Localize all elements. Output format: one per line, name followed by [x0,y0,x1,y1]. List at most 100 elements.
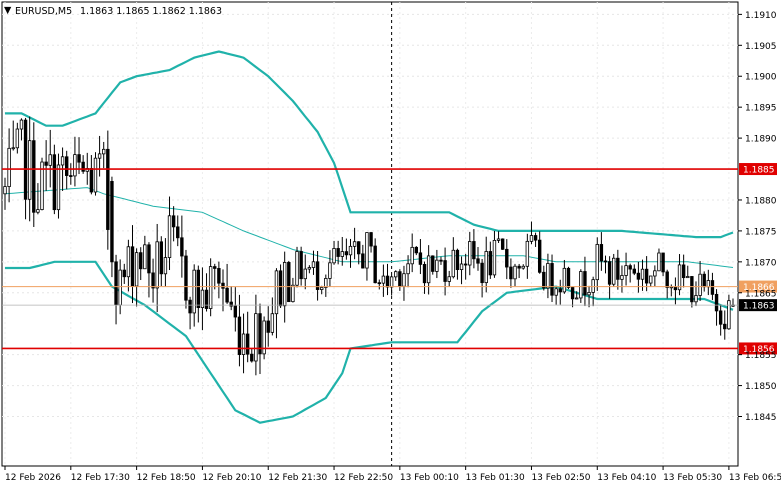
candle[interactable] [352,227,357,260]
candle[interactable] [188,296,192,330]
candle[interactable] [661,252,665,277]
candle[interactable] [694,281,698,307]
candle[interactable] [291,277,295,303]
candle[interactable] [521,264,525,270]
time-axis[interactable]: 12 Feb 2026 12 Feb 17:30 12 Feb 18:50 12 Fe… [4,466,781,483]
candle[interactable] [147,242,151,298]
candle[interactable] [93,152,98,196]
candle[interactable] [640,259,645,291]
candle[interactable] [52,144,57,215]
candle[interactable] [44,140,48,191]
candle[interactable] [324,274,328,297]
candle[interactable] [377,279,381,290]
candle[interactable] [603,255,608,274]
candle[interactable] [632,264,636,276]
candle[interactable] [533,232,538,247]
candle[interactable] [73,136,77,187]
candle[interactable] [254,294,258,376]
candle[interactable] [163,238,168,287]
candle[interactable] [558,279,562,305]
candle[interactable] [36,183,40,215]
candle[interactable] [32,122,36,227]
candle[interactable] [270,297,275,336]
candle[interactable] [106,130,110,250]
candle[interactable] [579,269,583,303]
candle[interactable] [505,239,509,280]
candle[interactable] [122,263,126,284]
candle[interactable] [616,249,620,290]
candle[interactable] [463,253,468,280]
candle[interactable] [110,176,114,278]
candle[interactable] [566,266,571,290]
candle[interactable] [529,221,534,245]
candle[interactable] [369,231,373,253]
candle[interactable] [229,285,233,311]
candle[interactable] [509,258,513,288]
candle[interactable] [320,285,324,295]
candle[interactable] [3,177,7,210]
candle[interactable] [311,250,316,275]
candle[interactable] [180,215,184,278]
candle[interactable] [620,265,624,293]
candle[interactable] [299,246,303,286]
candle[interactable] [455,248,460,280]
candle[interactable] [575,291,579,300]
candle[interactable] [636,261,641,293]
candle[interactable] [439,256,443,265]
candle[interactable] [394,270,398,281]
candle[interactable] [64,150,69,190]
candle[interactable] [171,206,176,242]
candle[interactable] [344,238,349,260]
candle[interactable] [714,289,719,326]
candle[interactable] [665,269,669,299]
candle[interactable] [134,248,139,307]
candle[interactable] [7,128,11,203]
candle[interactable] [357,241,361,265]
candle[interactable] [139,247,143,281]
candle[interactable] [245,311,250,363]
candle[interactable] [295,246,299,288]
candle[interactable] [562,259,567,294]
candle[interactable] [488,241,493,279]
candle[interactable] [307,265,312,274]
candle[interactable] [225,263,229,304]
candle[interactable] [373,238,377,284]
candle[interactable] [570,286,575,308]
candle[interactable] [723,310,727,340]
candle[interactable] [130,225,135,304]
candle[interactable] [176,215,180,247]
candle[interactable] [11,120,15,151]
candle[interactable] [414,246,418,256]
candle[interactable] [591,276,595,307]
candle[interactable] [365,232,369,281]
candle[interactable] [649,275,653,287]
candle[interactable] [155,223,159,313]
candle[interactable] [258,303,262,375]
candle[interactable] [607,256,612,299]
candle[interactable] [102,141,106,169]
candle[interactable] [480,259,484,298]
candle[interactable] [599,232,604,271]
candle[interactable] [381,264,386,297]
candle[interactable] [196,265,201,323]
candle[interactable] [718,304,723,336]
candle[interactable] [336,240,340,265]
candle[interactable] [447,270,451,287]
candle[interactable] [595,237,599,291]
candle[interactable] [315,250,320,301]
candle[interactable] [348,238,353,268]
candle[interactable] [237,294,242,367]
candle[interactable] [200,267,205,331]
candle[interactable] [554,286,558,305]
candle[interactable] [233,287,238,332]
candle[interactable] [77,137,81,175]
candle[interactable] [537,231,542,274]
candle[interactable] [361,244,365,269]
candle[interactable] [217,261,221,299]
candle[interactable] [500,238,505,250]
candle[interactable] [303,254,307,290]
candle[interactable] [492,230,497,278]
candle[interactable] [612,253,616,287]
candle[interactable] [476,247,480,271]
